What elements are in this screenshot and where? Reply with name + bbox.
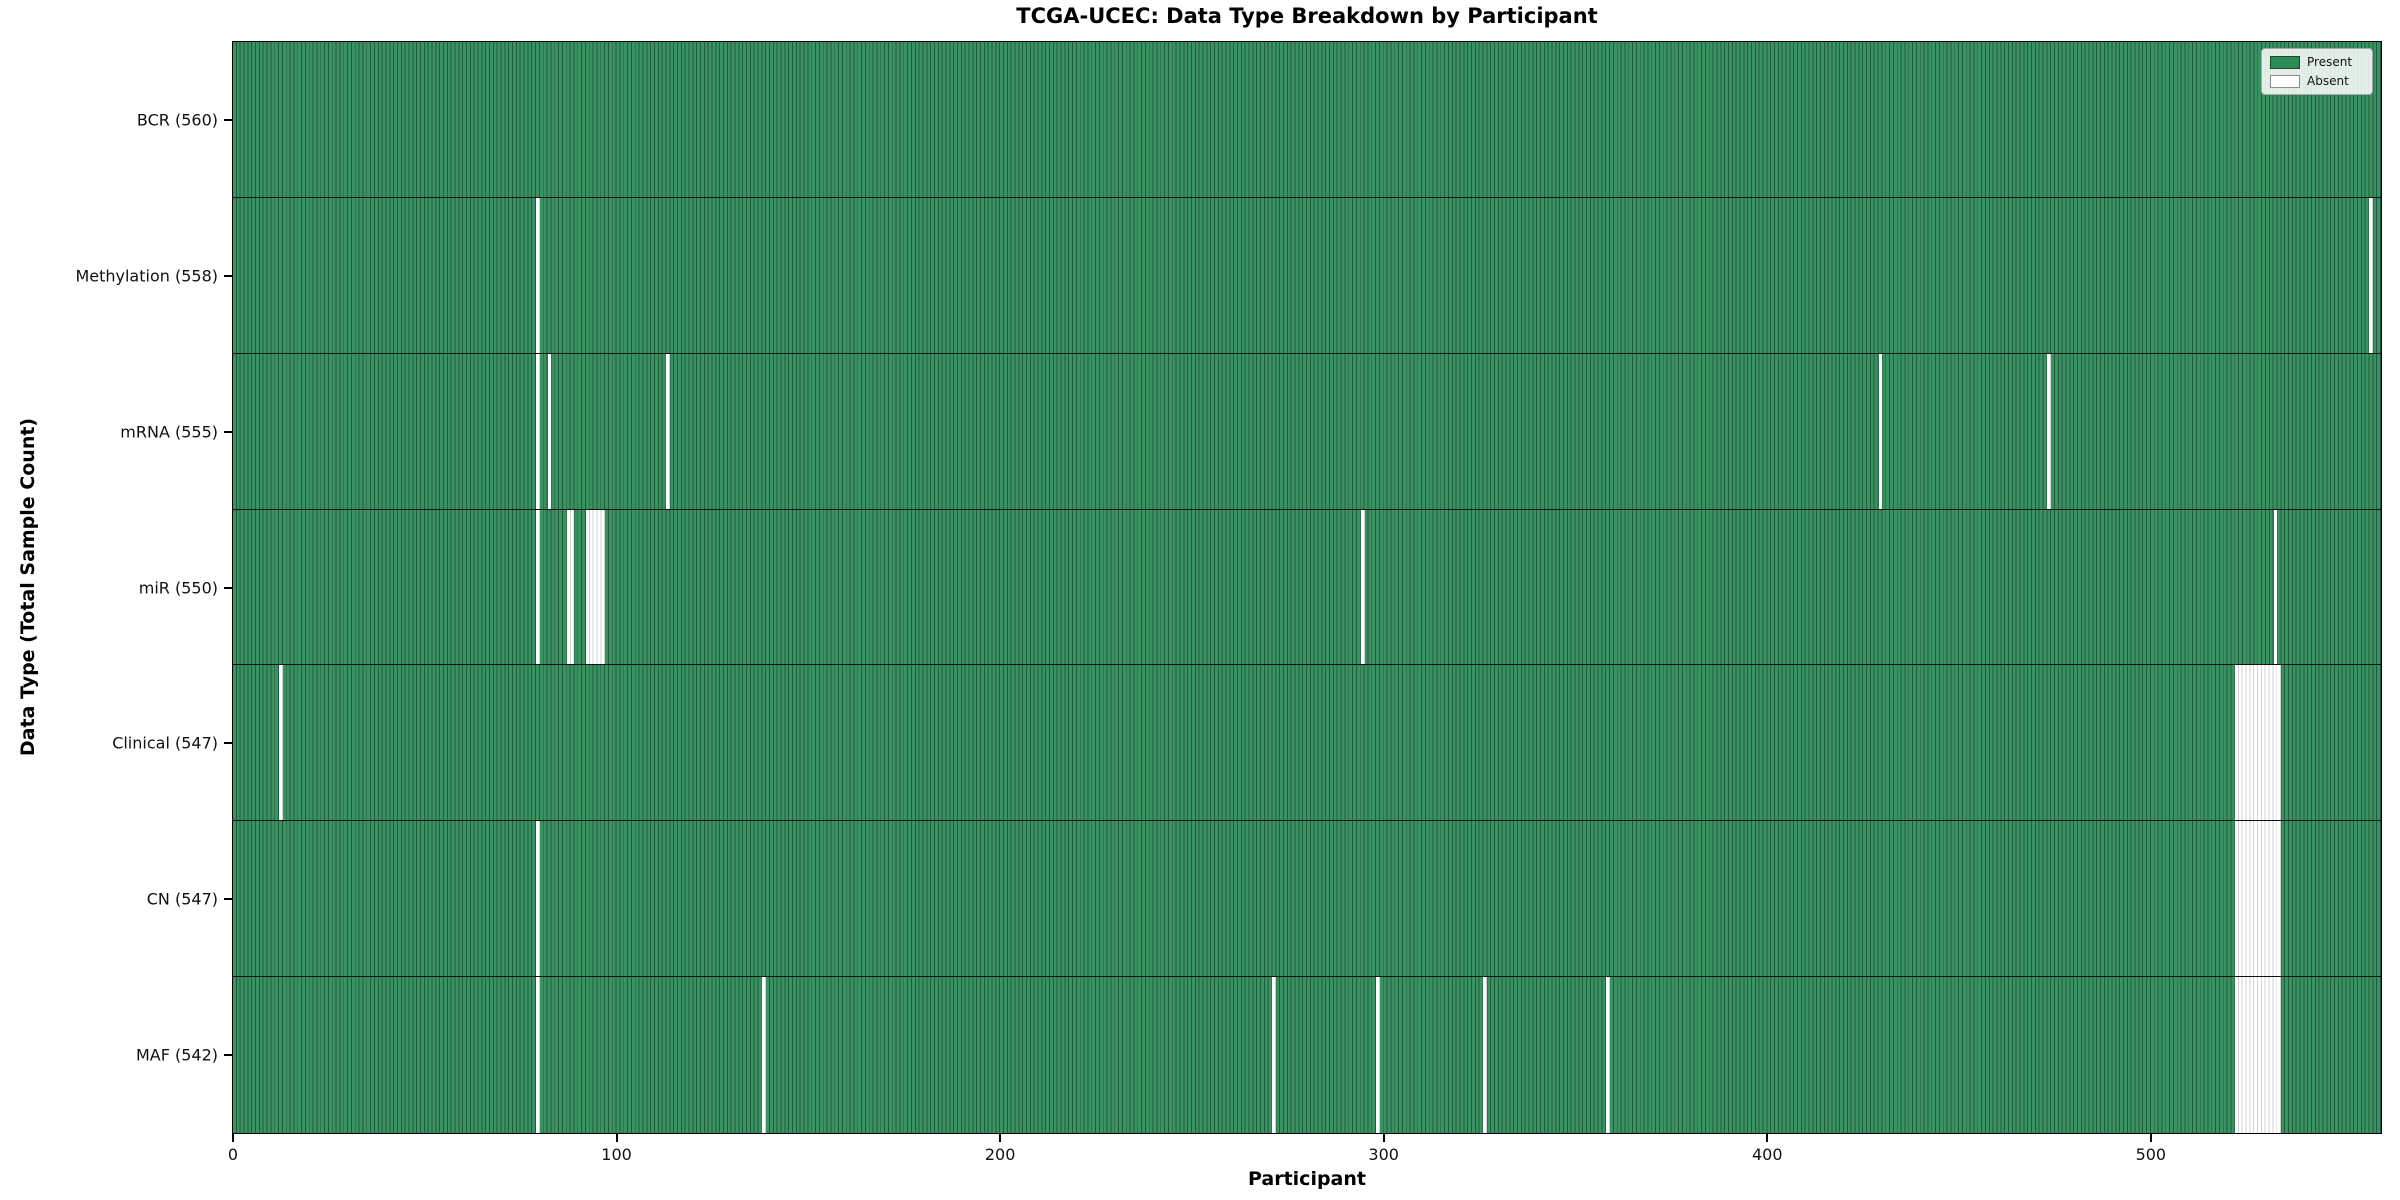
- row-miR: [233, 509, 2381, 666]
- absent-gap: [2047, 353, 2052, 509]
- y-tick-mark: [224, 586, 232, 589]
- absent-gap: [2235, 665, 2282, 821]
- y-tick-mark: [224, 898, 232, 901]
- absent-gap: [279, 665, 283, 821]
- absent-gap: [547, 353, 552, 509]
- x-tick-label: 300: [1368, 1145, 1399, 1164]
- x-tick-label: 400: [1752, 1145, 1783, 1164]
- absent-gap: [566, 509, 575, 665]
- y-tick-mark: [224, 742, 232, 745]
- x-tick-label: 0: [227, 1145, 239, 1164]
- absent-gap: [1272, 977, 1277, 1133]
- absent-gap: [536, 353, 540, 509]
- absent-gap: [2369, 197, 2374, 353]
- x-tick-mark: [999, 1134, 1002, 1142]
- absent-gap: [536, 977, 540, 1133]
- y-tick-label: MAF (542): [135, 1045, 218, 1065]
- row-Clinical: [233, 665, 2381, 822]
- row-mRNA: [233, 353, 2381, 510]
- y-tick-mark: [224, 1054, 232, 1057]
- y-tick-label: CN (547): [146, 889, 218, 909]
- plot-area: [232, 41, 2382, 1134]
- y-tick-mark: [224, 274, 232, 277]
- absent-gap: [536, 509, 540, 665]
- x-tick-mark: [615, 1134, 618, 1142]
- absent-gap: [585, 509, 606, 665]
- x-tick-mark: [2149, 1134, 2152, 1142]
- legend-entry-absent: Absent: [2270, 74, 2364, 88]
- x-tick-mark: [1382, 1134, 1385, 1142]
- present-swatch: [2270, 55, 2300, 69]
- y-tick-label: Methylation (558): [75, 266, 218, 286]
- y-tick-label: miR (550): [138, 578, 218, 597]
- y-tick-label: Clinical (547): [112, 733, 218, 753]
- absent-gap: [2235, 977, 2282, 1133]
- y-tick-mark: [224, 118, 232, 121]
- legend-label-absent: Absent: [2307, 74, 2349, 88]
- absent-gap: [1360, 509, 1365, 665]
- y-tick-label: BCR (560): [136, 110, 218, 130]
- row-Methylation: [233, 197, 2381, 354]
- row-MAF: [233, 977, 2381, 1133]
- absent-gap: [536, 821, 540, 977]
- y-tick-mark: [224, 430, 232, 433]
- row-CN: [233, 821, 2381, 978]
- absent-gap: [1376, 977, 1380, 1133]
- absent-gap: [536, 197, 540, 353]
- absent-gap: [1483, 977, 1488, 1133]
- absent-gap: [1606, 977, 1610, 1133]
- absent-swatch: [2270, 74, 2300, 88]
- x-tick-label: 200: [984, 1145, 1016, 1164]
- x-tick-mark: [1766, 1134, 1769, 1142]
- legend-label-present: Present: [2307, 55, 2353, 69]
- chart-title: TCGA-UCEC: Data Type Breakdown by Partic…: [1016, 4, 1598, 28]
- absent-gap: [1878, 353, 1883, 509]
- legend: Present Absent: [2261, 48, 2373, 95]
- absent-gap: [666, 353, 671, 509]
- y-tick-label: mRNA (555): [120, 422, 218, 442]
- x-tick-label: 100: [601, 1145, 632, 1164]
- x-tick-label: 500: [2135, 1145, 2167, 1164]
- absent-gap: [2273, 509, 2278, 665]
- absent-gap: [2235, 821, 2282, 977]
- x-tick-mark: [232, 1134, 234, 1142]
- x-axis-label: Participant: [1247, 1168, 1366, 1190]
- absent-gap: [762, 977, 767, 1133]
- row-BCR: [233, 42, 2381, 198]
- legend-entry-present: Present: [2270, 55, 2364, 69]
